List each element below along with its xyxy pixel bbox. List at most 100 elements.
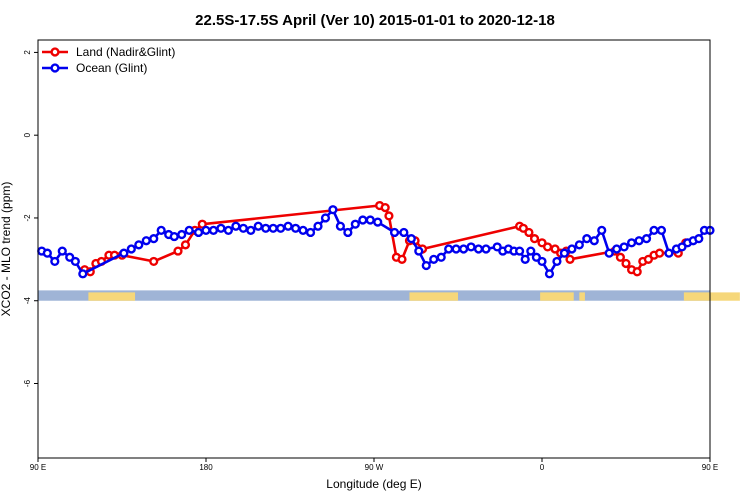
data-point bbox=[520, 254, 530, 264]
data-point bbox=[197, 219, 207, 229]
legend: Land (Nadir&Glint) Ocean (Glint) bbox=[42, 45, 175, 75]
data-point bbox=[526, 246, 536, 256]
data-point bbox=[634, 236, 644, 246]
data-point bbox=[626, 238, 637, 248]
data-point bbox=[42, 248, 52, 258]
data-point bbox=[268, 223, 278, 233]
x-tick-label: 0 bbox=[540, 463, 545, 472]
x-tick-label: 180 bbox=[199, 463, 213, 472]
x-tick-label: 90 E bbox=[30, 463, 46, 472]
surface-strip bbox=[38, 290, 740, 301]
legend-marker bbox=[50, 63, 60, 73]
x-axis-label: Longitude (deg E) bbox=[326, 477, 421, 491]
land-series bbox=[80, 200, 691, 277]
data-point bbox=[223, 225, 234, 235]
y-tick-label: -2 bbox=[23, 214, 32, 222]
legend-label: Land (Nadir&Glint) bbox=[76, 45, 175, 59]
data-point bbox=[305, 227, 316, 238]
data-point bbox=[615, 252, 626, 262]
data-point bbox=[654, 248, 665, 258]
data-point bbox=[649, 225, 659, 235]
data-point bbox=[451, 244, 461, 254]
data-point bbox=[50, 256, 60, 267]
data-point bbox=[173, 246, 183, 256]
data-point bbox=[537, 256, 547, 267]
data-point bbox=[694, 234, 704, 244]
data-point bbox=[350, 219, 360, 229]
data-point bbox=[559, 248, 570, 258]
data-point bbox=[335, 221, 346, 231]
data-point bbox=[514, 246, 525, 256]
data-point bbox=[193, 227, 204, 238]
data-point bbox=[589, 236, 599, 246]
data-point bbox=[544, 269, 555, 279]
data-point bbox=[126, 244, 136, 254]
x-tick-label: 90 W bbox=[365, 463, 384, 472]
data-point bbox=[567, 244, 577, 254]
data-point bbox=[141, 236, 151, 246]
data-point bbox=[444, 244, 454, 254]
data-point bbox=[473, 244, 484, 254]
data-point bbox=[261, 223, 271, 233]
y-tick-label: 2 bbox=[23, 50, 32, 55]
data-point bbox=[216, 223, 226, 233]
data-point bbox=[343, 227, 353, 238]
data-point bbox=[365, 215, 375, 225]
data-point bbox=[201, 225, 211, 235]
data-point bbox=[298, 225, 308, 235]
data-point bbox=[397, 254, 407, 264]
plot-frame bbox=[37, 39, 711, 459]
data-point bbox=[320, 213, 331, 223]
data-point bbox=[414, 246, 424, 256]
data-point bbox=[597, 225, 607, 235]
y-tick-label: -4 bbox=[23, 297, 32, 305]
data-point bbox=[399, 227, 409, 238]
data-point bbox=[283, 221, 293, 231]
data-point bbox=[238, 223, 248, 233]
data-point bbox=[149, 256, 159, 267]
data-point bbox=[276, 223, 286, 233]
chart-title: 22.5S-17.5S April (Ver 10) 2015-01-01 to… bbox=[195, 12, 555, 29]
data-point bbox=[641, 234, 652, 244]
data-series bbox=[37, 200, 715, 279]
data-point bbox=[78, 269, 88, 279]
data-point bbox=[542, 242, 553, 252]
legend-item: Ocean (Glint) bbox=[42, 61, 147, 75]
data-point bbox=[524, 227, 534, 238]
data-point bbox=[612, 244, 622, 254]
data-point bbox=[436, 252, 446, 262]
y-tick-label: -6 bbox=[23, 379, 32, 387]
legend-item: Land (Nadir&Glint) bbox=[42, 45, 175, 59]
data-point bbox=[656, 225, 667, 235]
data-point bbox=[70, 256, 80, 267]
data-point bbox=[177, 229, 187, 240]
data-point bbox=[529, 234, 540, 244]
data-point bbox=[313, 221, 323, 231]
data-point bbox=[358, 215, 368, 225]
land-strip bbox=[579, 292, 585, 301]
data-point bbox=[328, 205, 338, 215]
data-point bbox=[481, 244, 491, 254]
data-point bbox=[466, 242, 476, 252]
data-point bbox=[574, 240, 584, 250]
data-point bbox=[429, 254, 439, 264]
land-strip bbox=[683, 292, 740, 301]
x-tick-label: 90 E bbox=[702, 463, 718, 472]
land-strip bbox=[88, 292, 136, 301]
data-point bbox=[619, 242, 629, 252]
y-axis-label: XCO2 - MLO trend (ppm) bbox=[0, 182, 13, 317]
data-point bbox=[208, 225, 219, 235]
data-point bbox=[384, 211, 394, 221]
data-point bbox=[57, 246, 67, 256]
data-point bbox=[291, 223, 301, 233]
data-point bbox=[582, 234, 592, 244]
data-point bbox=[604, 248, 614, 258]
data-point bbox=[373, 217, 383, 227]
data-point bbox=[169, 231, 179, 242]
data-point bbox=[389, 227, 400, 238]
data-point bbox=[231, 221, 241, 231]
legend-label: Ocean (Glint) bbox=[76, 61, 147, 75]
data-point bbox=[552, 256, 562, 267]
